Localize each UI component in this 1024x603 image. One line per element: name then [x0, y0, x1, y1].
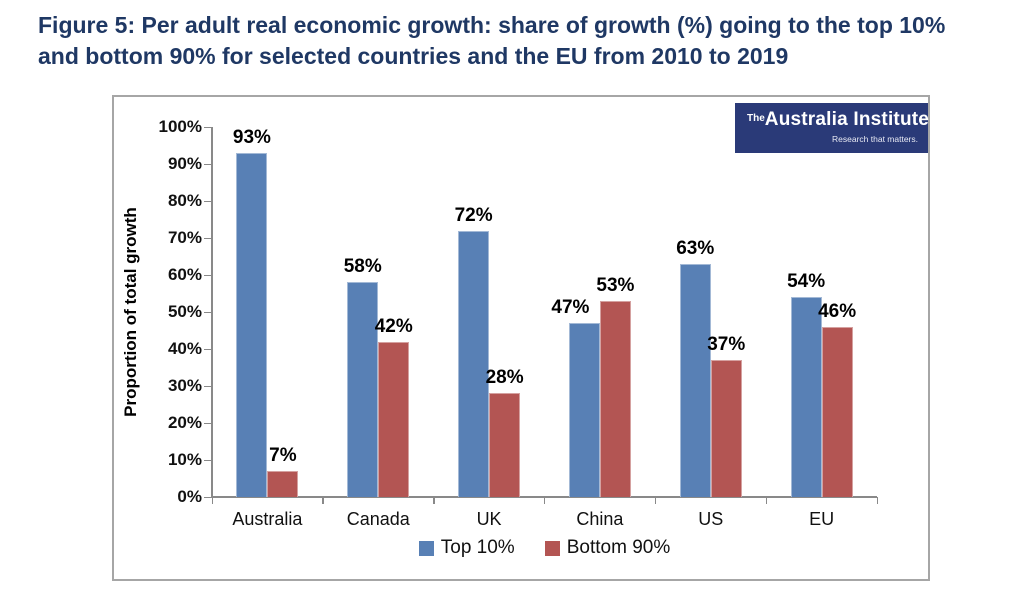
figure-title-line-2: and bottom 90% for selected countries an…: [38, 43, 789, 69]
x-category-label-canada: Canada: [346, 509, 410, 529]
y-tick-mark: [204, 126, 212, 128]
bar-chart: 0% 10% 20% 30% 40% 50% 60% 70% 80% 90% 100% 93% 58% 7…: [114, 97, 928, 579]
logo-the-prefix: The: [747, 113, 765, 124]
bar-bottom90-china: [599, 300, 631, 497]
y-tick-label-50: 50%: [167, 302, 202, 321]
y-tick-label-10: 10%: [167, 450, 202, 469]
x-tick-mark: [654, 497, 657, 504]
x-tick-mark: [765, 497, 768, 504]
bar-top10-us: [679, 263, 711, 497]
legend-item-top10: Top 10%: [418, 537, 515, 559]
x-tick-mark: [544, 497, 546, 504]
bar-top10-australia: [236, 152, 268, 497]
figure-title: Figure 5: Per adult real economic growth…: [38, 10, 988, 72]
logo-tagline: Research that matters.: [832, 134, 918, 144]
x-category-label-australia: Australia: [232, 509, 303, 529]
australia-institute-logo: TheAustralia Institute Research that mat…: [735, 103, 929, 153]
y-tick-mark: [204, 459, 212, 461]
y-tick-label-90: 90%: [167, 154, 202, 173]
y-tick-label-80: 80%: [167, 191, 202, 210]
x-tick-mark: [876, 497, 878, 504]
bar-top10-china: [568, 323, 600, 497]
bar-label-top10-us: 63%: [676, 237, 715, 259]
bar-label-top10-canada: 58%: [343, 256, 382, 278]
legend-swatch-bottom90: [544, 540, 560, 556]
y-tick-mark: [204, 348, 212, 350]
figure-title-line-1: Figure 5: Per adult real economic growth…: [38, 12, 946, 38]
bar-label-top10-australia: 93%: [232, 126, 271, 148]
bar-bottom90-canada: [378, 341, 410, 497]
y-tick-mark: [204, 237, 212, 239]
y-tick-label-20: 20%: [167, 413, 202, 432]
legend-label-top10: Top 10%: [440, 537, 515, 558]
y-tick-mark: [204, 200, 212, 202]
y-tick-label-30: 30%: [167, 376, 202, 395]
logo-name: Australia Institute: [764, 109, 930, 130]
legend-label-bottom90: Bottom 90%: [566, 537, 671, 558]
bar-bottom90-us: [710, 360, 742, 497]
y-tick-mark: [204, 422, 212, 424]
x-tick-mark: [211, 497, 213, 504]
x-category-label-eu: EU: [809, 509, 835, 529]
bar-label-bottom90-eu: 46%: [818, 300, 857, 322]
y-tick-mark: [204, 274, 212, 276]
x-tick-mark: [322, 497, 324, 504]
bar-bottom90-eu: [821, 326, 853, 497]
y-tick-label-100: 100%: [158, 117, 202, 136]
chart-legend: Top 10% Bottom 90%: [212, 537, 877, 559]
bar-label-top10-china: 47%: [551, 297, 590, 319]
y-tick-mark: [204, 311, 212, 313]
y-tick-label-40: 40%: [167, 339, 202, 358]
x-category-label-us: US: [698, 509, 724, 529]
x-axis-line: [212, 496, 877, 498]
bar-label-bottom90-uk: 28%: [485, 367, 524, 389]
y-tick-mark: [204, 163, 212, 165]
y-tick-label-0: 0%: [177, 487, 202, 506]
y-tick-label-60: 60%: [167, 265, 202, 284]
x-tick-mark: [433, 497, 435, 504]
chart-frame: TheAustralia Institute Research that mat…: [112, 95, 930, 581]
bar-label-top10-eu: 54%: [787, 271, 826, 293]
bar-label-bottom90-australia: 7%: [269, 445, 297, 467]
bar-bottom90-uk: [489, 393, 521, 497]
bar-top10-uk: [458, 230, 490, 497]
x-category-label-china: China: [576, 509, 624, 529]
y-tick-label-70: 70%: [167, 228, 202, 247]
y-tick-mark: [204, 496, 212, 498]
y-axis-line: [211, 127, 213, 497]
logo-wordmark: TheAustralia Institute: [747, 110, 929, 131]
legend-swatch-top10: [418, 540, 434, 556]
bar-label-bottom90-china: 53%: [596, 274, 635, 296]
bar-label-bottom90-us: 37%: [707, 334, 746, 356]
y-tick-mark: [204, 385, 212, 387]
bar-top10-eu: [790, 297, 822, 497]
bar-top10-canada: [347, 282, 379, 497]
bar-label-bottom90-canada: 42%: [374, 315, 413, 337]
legend-item-bottom90: Bottom 90%: [544, 537, 671, 559]
bar-bottom90-australia: [267, 471, 299, 497]
bar-label-top10-uk: 72%: [454, 204, 493, 226]
x-category-label-uk: UK: [476, 509, 502, 529]
